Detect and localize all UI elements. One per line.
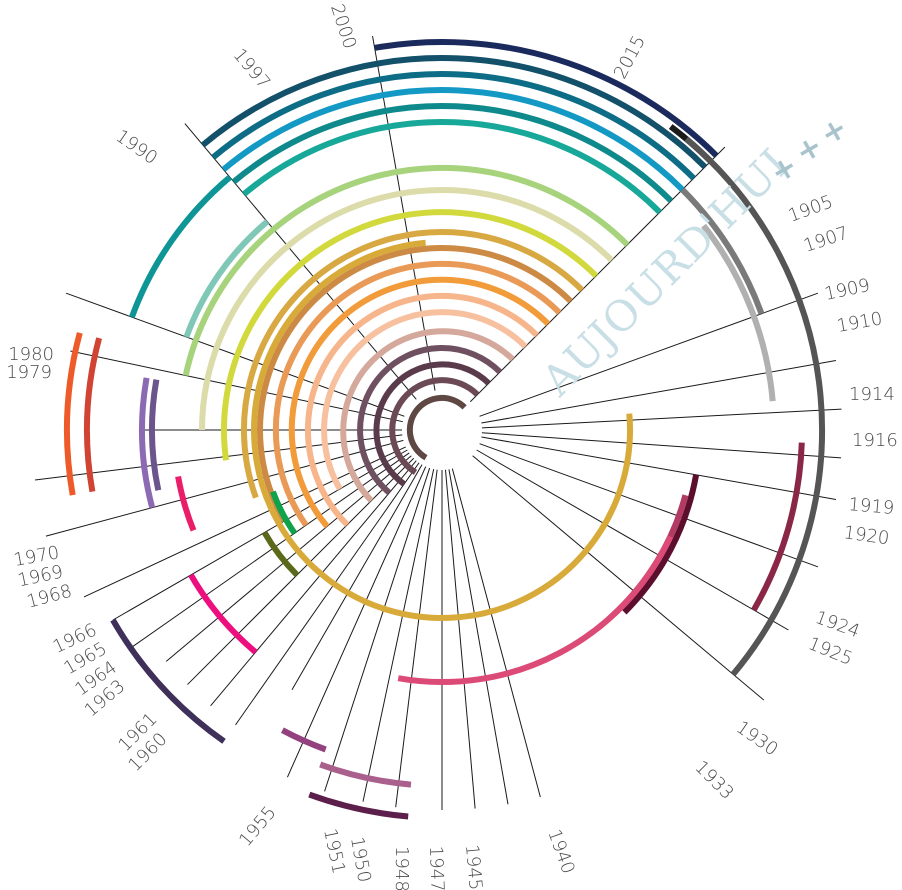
timeline-arc [389,377,480,475]
timeline-arc [221,87,685,192]
timeline-arc [110,618,226,744]
year-label: 1950 [346,835,375,884]
timeline-arc [288,276,551,529]
timeline-arc [139,377,156,509]
year-guide-line [210,460,417,707]
year-label: 2000 [326,1,360,51]
year-label: 1945 [461,844,486,890]
timeline-arc [182,164,630,377]
year-guide-line [291,464,423,691]
timeline-arcs [64,39,825,820]
timeline-arc [231,103,674,204]
timeline-arc [374,39,719,158]
timeline-arc [84,337,102,493]
timeline-arc [240,229,585,499]
timeline-arc [251,239,633,621]
timeline-arc [304,292,539,527]
timeline-arc [221,209,599,461]
timeline-arc [200,55,708,170]
year-guide-line [476,449,789,631]
timeline-arc [129,174,232,319]
year-guide-line [324,467,431,792]
year-guide-line [444,469,476,809]
year-guide-line [165,455,412,662]
year-guide-line [481,360,837,424]
year-guide-line [479,292,819,417]
year-label: 1916 [852,430,898,451]
year-label: 1979 [6,362,52,383]
year-guide-line [481,436,837,500]
year-guide-line [235,462,420,726]
timeline-arc [373,361,491,487]
year-guide-line [362,469,435,802]
timeline-arc [149,379,162,491]
timeline-arc [242,119,662,215]
timeline-arc [397,535,674,685]
year-label: 1909 [823,275,872,305]
year-label: 1940 [543,827,578,877]
timeline-arc [308,791,409,820]
year-label: 1997 [229,45,275,94]
timeline-arc [211,71,696,181]
year-label: 1947 [425,845,448,890]
year-label: 1919 [848,494,895,519]
timeline-arc [340,328,515,503]
timeline-arc [188,573,258,655]
timeline-arc [183,219,270,339]
timeline-arc [319,761,412,788]
year-guide-line [395,469,438,808]
year-guide-line [481,408,842,429]
timeline-arc [64,332,83,496]
timeline-arc [321,309,528,491]
today-label: AUJOURD'HUI [532,139,799,406]
year-guide-line [481,432,842,459]
year-guide-line [286,466,427,778]
timeline-arc [270,490,298,535]
timeline-arc [257,245,573,523]
year-guide-line [187,457,415,685]
year-label: 1907 [801,223,851,257]
timeline-arc [280,727,327,753]
timeline-arc [622,474,700,615]
timeline-arc [357,345,503,496]
year-guide-line [472,455,765,701]
year-label: 1951 [319,827,349,876]
timeline-arc [272,260,562,527]
year-label: 1990 [112,126,162,169]
year-label: 1920 [842,522,890,549]
timeline-arc [199,187,614,431]
timeline-arc [406,394,467,461]
year-label: 1930 [732,717,782,760]
year-guide-line [130,452,410,649]
timeline-arc [261,530,300,578]
timeline-arc [608,494,689,620]
year-label: 1955 [235,802,281,851]
timeline-arc [701,223,776,402]
year-label: 1905 [786,191,836,226]
year-label: 2015 [610,32,650,82]
timeline-arc [684,136,825,677]
year-guide-line [451,468,541,798]
timeline-arc [751,442,805,612]
year-label: 1933 [690,757,737,804]
year-guide-line [448,469,509,805]
year-label: 1914 [849,384,895,405]
year-guide-line [479,443,819,568]
year-label: 1948 [391,846,412,890]
year-label: 1910 [835,308,884,337]
timeline-arc [175,475,197,532]
year-label: 1980 [8,344,54,365]
timeline-arc [680,187,765,315]
